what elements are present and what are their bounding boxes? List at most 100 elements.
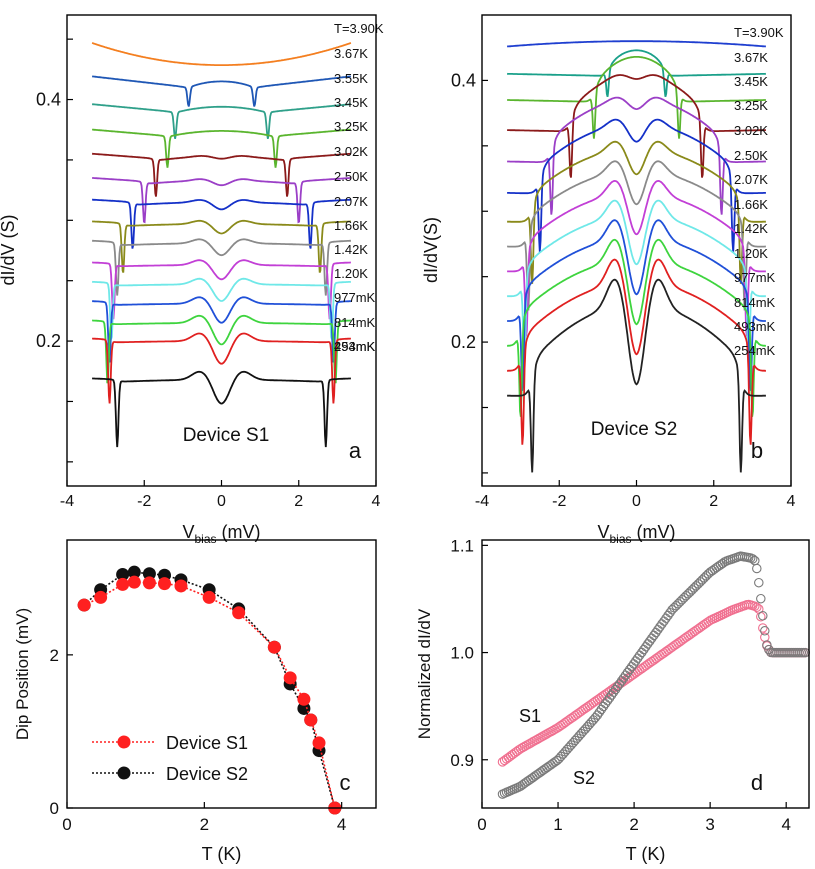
panel-b: T=3.90K 3.67K 3.45K 3.25K 3.02K 2.50K 2.07K 1.6…	[421, 25, 796, 546]
series-line	[507, 56, 766, 139]
y-tick-label: 2	[50, 646, 59, 665]
legend-marker	[117, 735, 131, 749]
series-label: 254mK	[334, 339, 376, 354]
data-point	[628, 659, 639, 669]
series-label: 1.20K	[334, 266, 368, 281]
series-line	[92, 128, 351, 168]
y-tick-label: 0	[50, 799, 59, 818]
series-label: 2.07K	[734, 172, 768, 187]
data-point	[158, 577, 172, 591]
data-point	[752, 563, 762, 574]
x-tick-label: 0	[62, 815, 71, 834]
data-point	[174, 579, 188, 593]
data-point	[77, 598, 91, 612]
series-label: 2.50K	[334, 169, 368, 184]
series-line	[507, 238, 766, 417]
device-label: Device S1	[183, 425, 270, 446]
x-axis-label: Vbias (mV)	[597, 522, 675, 546]
plot-frame	[481, 539, 810, 809]
plot-frame	[66, 539, 377, 809]
device-label: Device S2	[591, 419, 678, 440]
y-tick-label: 0.2	[36, 331, 61, 351]
data-point	[637, 647, 647, 658]
series-label: T=3.90K	[734, 25, 784, 40]
data-point	[297, 701, 311, 715]
series-label: 3.02K	[734, 123, 768, 138]
data-point	[116, 567, 130, 581]
series-line	[507, 140, 766, 284]
data-point	[116, 577, 130, 591]
data-point	[297, 692, 311, 706]
series-label: 1.42K	[734, 221, 768, 236]
data-point	[632, 653, 643, 663]
series-label: T=3.90K	[334, 21, 384, 36]
x-tick-label: 4	[781, 815, 790, 834]
series-line	[91, 75, 352, 107]
series-line	[91, 277, 352, 340]
series-line	[91, 42, 352, 66]
x-tick-label: -2	[552, 493, 566, 510]
data-point	[232, 606, 246, 620]
data-point	[754, 577, 764, 588]
series-label: 977mK	[734, 270, 776, 285]
panel-letter: d	[751, 770, 763, 795]
data-point	[663, 610, 673, 621]
series-line	[506, 40, 767, 48]
series-line	[92, 259, 351, 320]
legend-label: Device S1	[166, 733, 248, 753]
data-point	[639, 644, 649, 655]
series-line	[507, 96, 766, 215]
series-label: 3.25K	[334, 119, 368, 134]
series-label: 3.02K	[334, 144, 368, 159]
x-tick-label: 4	[337, 815, 346, 834]
data-point	[304, 713, 318, 727]
series-label: 814mK	[334, 315, 376, 330]
series-line	[507, 74, 766, 178]
data-point	[661, 613, 671, 624]
data-point	[600, 698, 611, 709]
panel-d: 0 1 2 3 4 0.9 1.0 1.1 T (K) Normalized dI/dV S1 S2 d	[415, 536, 810, 864]
series-line	[92, 296, 351, 363]
x-tick-label: 4	[372, 493, 381, 510]
x-tick-label: -4	[60, 493, 74, 510]
data-point	[657, 619, 667, 629]
data-point	[758, 623, 768, 633]
data-point	[641, 642, 651, 652]
legend-marker	[117, 766, 131, 780]
x-axis-label: T (K)	[626, 844, 666, 864]
series-label: 1.66K	[334, 218, 368, 233]
series-line	[92, 198, 351, 249]
series-label: 493mK	[734, 319, 776, 334]
x-tick-label: -4	[475, 493, 489, 510]
data-point	[267, 640, 281, 654]
series-label: 3.67K	[734, 50, 768, 65]
data-point	[653, 624, 663, 635]
series-line	[91, 177, 352, 224]
y-axis-label: dI/dV(S)	[421, 217, 441, 283]
series-line	[507, 199, 766, 364]
series-line	[507, 258, 766, 445]
x-tick-label: 3	[705, 815, 714, 834]
series-line	[92, 314, 351, 384]
series-label: 1.20K	[734, 246, 768, 261]
data-point	[634, 650, 645, 661]
data-point	[596, 704, 607, 715]
data-point	[645, 636, 655, 646]
series-label: 814mK	[734, 295, 776, 310]
data-point	[760, 626, 770, 636]
data-point	[594, 707, 605, 717]
series-label: 3.25K	[734, 98, 768, 113]
data-point	[127, 575, 141, 589]
y-tick-label: 0.4	[451, 70, 476, 90]
y-tick-label: 1.0	[450, 644, 474, 663]
series-label: 3.45K	[334, 95, 368, 110]
series-label: 2.07K	[334, 194, 368, 209]
data-point	[598, 701, 609, 712]
y-tick-label: 1.1	[450, 536, 474, 555]
plot-frame	[481, 14, 792, 487]
data-point	[626, 661, 637, 672]
data-point	[756, 593, 766, 604]
data-point	[655, 622, 665, 632]
series-line	[91, 370, 352, 448]
data-point	[659, 616, 669, 626]
